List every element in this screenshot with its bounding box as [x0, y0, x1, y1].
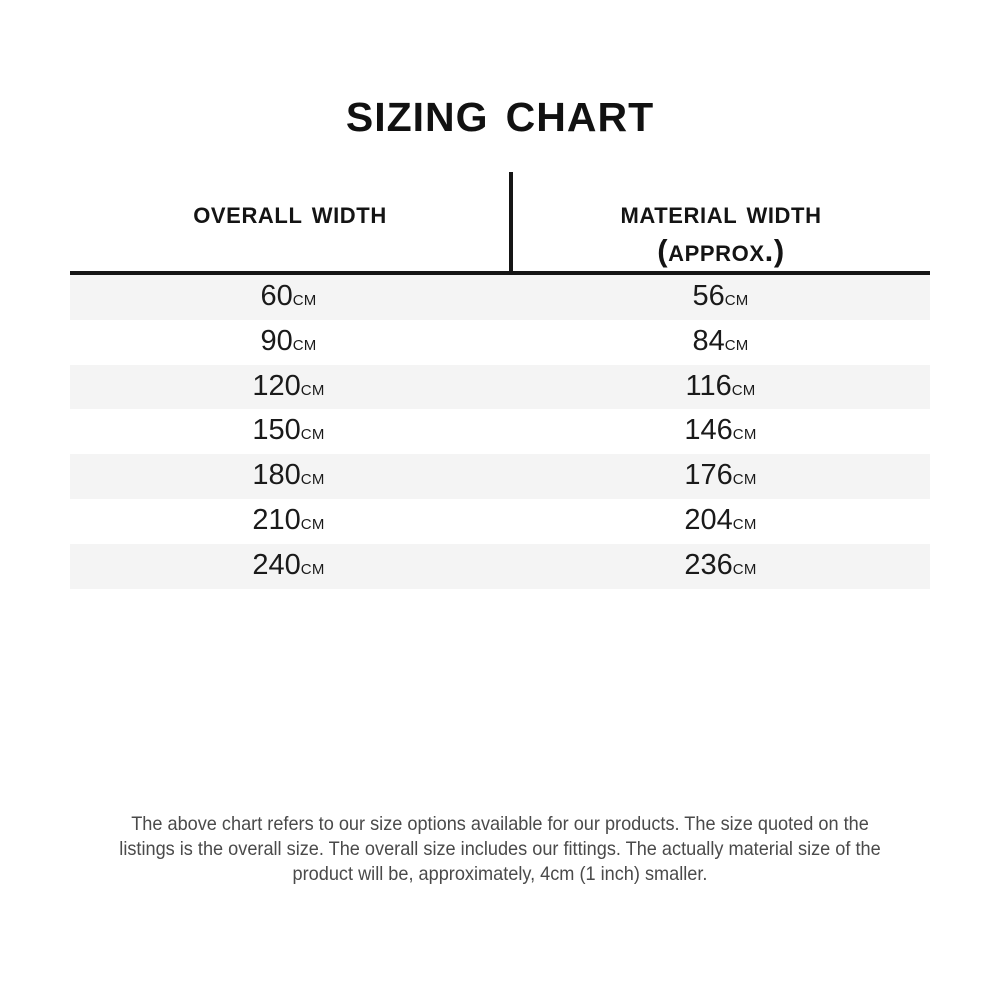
- cell-overall-width: 60cm: [70, 274, 507, 321]
- cell-unit: cm: [292, 329, 317, 355]
- table-row: 90cm 84cm: [70, 319, 930, 366]
- cell-material-width: 56cm: [511, 274, 930, 321]
- cell-overall-width: 240cm: [70, 543, 507, 590]
- table-row: 210cm 204cm: [70, 498, 930, 545]
- cell-value: 120: [252, 369, 301, 402]
- cell-unit: cm: [300, 553, 325, 579]
- cell-overall-width: 120cm: [70, 364, 507, 411]
- cell-value: 236: [684, 548, 733, 581]
- cell-material-width: 146cm: [511, 408, 930, 455]
- cell-unit: cm: [732, 419, 757, 445]
- cell-unit: cm: [300, 464, 325, 490]
- cell-unit: cm: [292, 285, 317, 310]
- cell-material-width: 116cm: [511, 364, 930, 411]
- cell-value: 240: [252, 548, 301, 581]
- cell-value: 60: [260, 280, 293, 312]
- cell-value: 176: [684, 459, 733, 492]
- cell-value: 146: [684, 414, 733, 447]
- cell-material-width: 236cm: [511, 543, 930, 590]
- cell-unit: cm: [732, 464, 757, 490]
- cell-value: 210: [252, 503, 301, 536]
- column-header-material-width-label: Material Width: [620, 195, 822, 230]
- table-row: 240cm 236cm: [70, 543, 930, 590]
- cell-material-width: 204cm: [511, 498, 930, 545]
- cell-unit: cm: [300, 374, 325, 400]
- header-divider-rule: [70, 271, 930, 275]
- cell-overall-width: 150cm: [70, 408, 507, 455]
- table-row: 60cm 56cm: [70, 275, 930, 320]
- cell-unit: cm: [732, 508, 757, 534]
- cell-unit: cm: [724, 329, 749, 355]
- cell-material-width: 84cm: [511, 319, 930, 366]
- cell-value: 180: [252, 459, 301, 492]
- cell-value: 84: [692, 324, 725, 357]
- table-body: 60cm 56cm 90cm 84cm 120cm 116cm 150cm 14…: [70, 275, 930, 589]
- sizing-table: Overall Width Material Width (Approx.): [70, 172, 930, 272]
- cell-unit: cm: [724, 285, 749, 310]
- cell-unit: cm: [732, 553, 757, 579]
- cell-value: 204: [684, 503, 733, 536]
- cell-unit: cm: [300, 419, 325, 445]
- cell-value: 90: [260, 324, 293, 357]
- cell-overall-width: 180cm: [70, 453, 507, 500]
- column-header-overall-width-label: Overall Width: [193, 195, 387, 230]
- table-row: 150cm 146cm: [70, 408, 930, 455]
- cell-value: 56: [692, 280, 725, 312]
- table-row: 120cm 116cm: [70, 364, 930, 411]
- table-row: 180cm 176cm: [70, 454, 930, 499]
- column-header-material-width-sublabel: (Approx.): [657, 233, 785, 268]
- cell-overall-width: 210cm: [70, 498, 507, 545]
- cell-material-width: 176cm: [511, 453, 930, 500]
- cell-unit: cm: [731, 374, 756, 400]
- page-title: Sizing Chart: [345, 79, 655, 144]
- column-header-material-width: Material Width (Approx.): [512, 172, 930, 270]
- cell-overall-width: 90cm: [70, 319, 507, 366]
- cell-unit: cm: [300, 508, 325, 534]
- cell-value: 116: [685, 369, 732, 402]
- footnote-text: The above chart refers to our size optio…: [119, 813, 881, 885]
- table-header-row: Overall Width Material Width (Approx.): [70, 172, 930, 272]
- column-header-overall-width: Overall Width: [70, 172, 510, 232]
- cell-value: 150: [252, 414, 301, 447]
